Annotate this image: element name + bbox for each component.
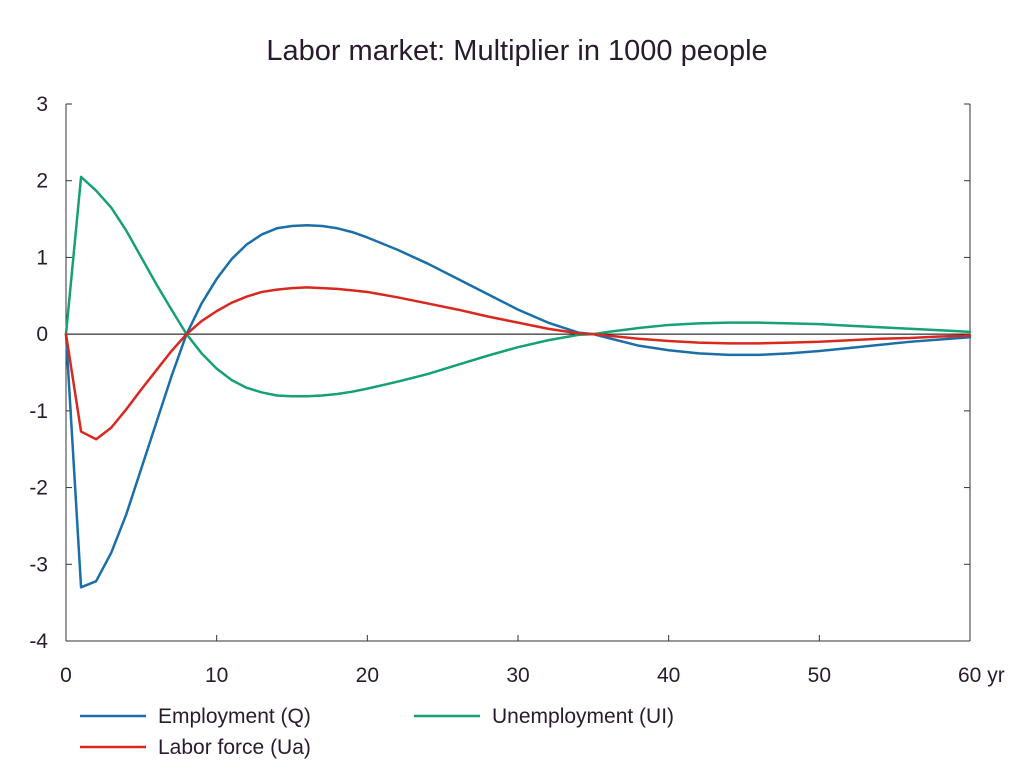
x-tick-label: 40 — [657, 664, 680, 687]
legend-item: Labor force (Ua) — [80, 736, 311, 759]
series-line-3 — [64, 286, 972, 441]
legend-label: Unemployment (UI) — [492, 705, 674, 728]
x-tick-label: 10 — [205, 664, 228, 687]
x-tick-label: 20 — [356, 664, 379, 687]
y-tick-label: -4 — [29, 630, 48, 653]
series-layer — [64, 175, 972, 589]
y-tick-label: 3 — [36, 93, 48, 116]
x-tick-label: 60 yr — [958, 664, 1005, 687]
chart-title: Labor market: Multiplier in 1000 people — [266, 35, 767, 67]
series-line-1 — [64, 223, 972, 589]
x-tick-label: 0 — [60, 664, 72, 687]
y-tick-label: -1 — [29, 400, 48, 423]
legend-label: Labor force (Ua) — [158, 736, 311, 759]
y-tick-label: 0 — [36, 323, 48, 346]
legend-layer: Employment (Q) Unemployment (UI) Labor for… — [80, 705, 674, 759]
series-line-2 — [64, 175, 972, 398]
y-tick-label: -3 — [29, 553, 48, 576]
y-tick-label: -2 — [29, 477, 48, 500]
legend-item: Unemployment (UI) — [414, 705, 674, 728]
x-tick-label: 50 — [808, 664, 831, 687]
legend-item: Employment (Q) — [80, 705, 311, 728]
legend-label: Employment (Q) — [158, 705, 311, 728]
x-tick-label: 30 — [506, 664, 529, 687]
y-tick-label: 1 — [36, 246, 48, 269]
y-tick-label: 2 — [36, 170, 48, 193]
